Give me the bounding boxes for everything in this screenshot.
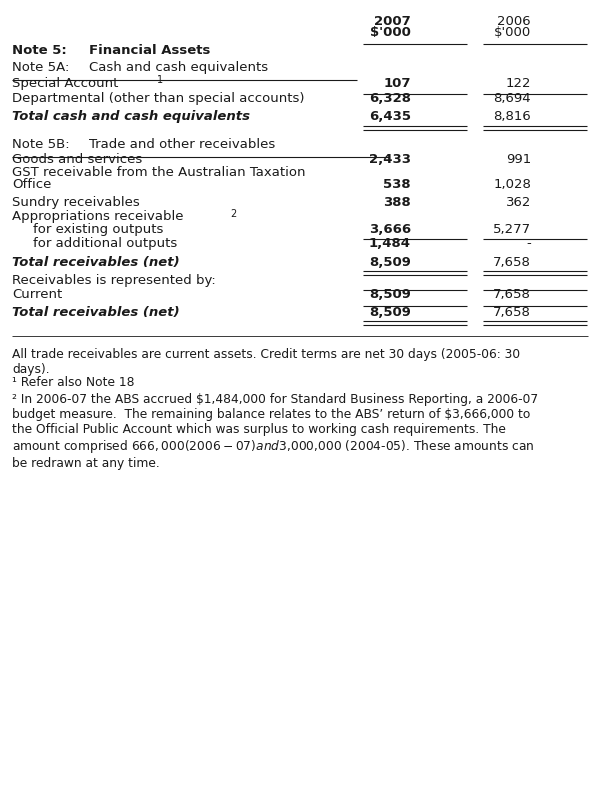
Text: Appropriations receivable: Appropriations receivable: [12, 210, 184, 223]
Text: for additional outputs: for additional outputs: [33, 237, 177, 250]
Text: 2007: 2007: [374, 14, 411, 28]
Text: 7,658: 7,658: [493, 306, 531, 319]
Text: $'000: $'000: [494, 26, 531, 39]
Text: 8,816: 8,816: [493, 110, 531, 123]
Text: 538: 538: [383, 178, 411, 191]
Text: Special Account: Special Account: [12, 76, 118, 90]
Text: Total receivables (net): Total receivables (net): [12, 306, 179, 319]
Text: Total receivables (net): Total receivables (net): [12, 255, 179, 269]
Text: Cash and cash equivalents: Cash and cash equivalents: [89, 61, 268, 74]
Text: -: -: [526, 237, 531, 250]
Text: 2006: 2006: [497, 14, 531, 28]
Text: Note 5:: Note 5:: [12, 43, 67, 57]
Text: 8,694: 8,694: [493, 92, 531, 105]
Text: GST receivable from the Australian Taxation: GST receivable from the Australian Taxat…: [12, 166, 305, 179]
Text: 1,484: 1,484: [369, 237, 411, 250]
Text: All trade receivables are current assets. Credit terms are net 30 days (2005-06:: All trade receivables are current assets…: [12, 348, 520, 376]
Text: 991: 991: [506, 152, 531, 166]
Text: 2: 2: [230, 208, 236, 219]
Text: 2,433: 2,433: [369, 152, 411, 166]
Text: 8,509: 8,509: [369, 306, 411, 319]
Text: 6,435: 6,435: [369, 110, 411, 123]
Text: $'000: $'000: [370, 26, 411, 39]
Text: Departmental (other than special accounts): Departmental (other than special account…: [12, 92, 305, 105]
Text: 1,028: 1,028: [493, 178, 531, 191]
Text: 6,328: 6,328: [369, 92, 411, 105]
Text: 122: 122: [505, 76, 531, 90]
Text: 362: 362: [506, 196, 531, 209]
Text: 107: 107: [383, 76, 411, 90]
Text: Receivables is represented by:: Receivables is represented by:: [12, 274, 216, 287]
Text: 388: 388: [383, 196, 411, 209]
Text: Current: Current: [12, 288, 62, 301]
Text: ² In 2006-07 the ABS accrued $1,484,000 for Standard Business Reporting, a 2006-: ² In 2006-07 the ABS accrued $1,484,000 …: [12, 393, 538, 470]
Text: 7,658: 7,658: [493, 288, 531, 301]
Text: ¹ Refer also Note 18: ¹ Refer also Note 18: [12, 376, 134, 389]
Text: 7,658: 7,658: [493, 255, 531, 269]
Text: Note 5A:: Note 5A:: [12, 61, 70, 74]
Text: Office: Office: [12, 178, 52, 191]
Text: Trade and other receivables: Trade and other receivables: [89, 138, 275, 151]
Text: Goods and services: Goods and services: [12, 152, 142, 166]
Text: Sundry receivables: Sundry receivables: [12, 196, 140, 209]
Text: 5,277: 5,277: [493, 222, 531, 236]
Text: 3,666: 3,666: [369, 222, 411, 236]
Text: 8,509: 8,509: [369, 288, 411, 301]
Text: for existing outputs: for existing outputs: [33, 222, 163, 236]
Text: 8,509: 8,509: [369, 255, 411, 269]
Text: Note 5B:: Note 5B:: [12, 138, 70, 151]
Text: Total cash and cash equivalents: Total cash and cash equivalents: [12, 110, 250, 123]
Text: 1: 1: [157, 75, 163, 85]
Text: Financial Assets: Financial Assets: [89, 43, 210, 57]
